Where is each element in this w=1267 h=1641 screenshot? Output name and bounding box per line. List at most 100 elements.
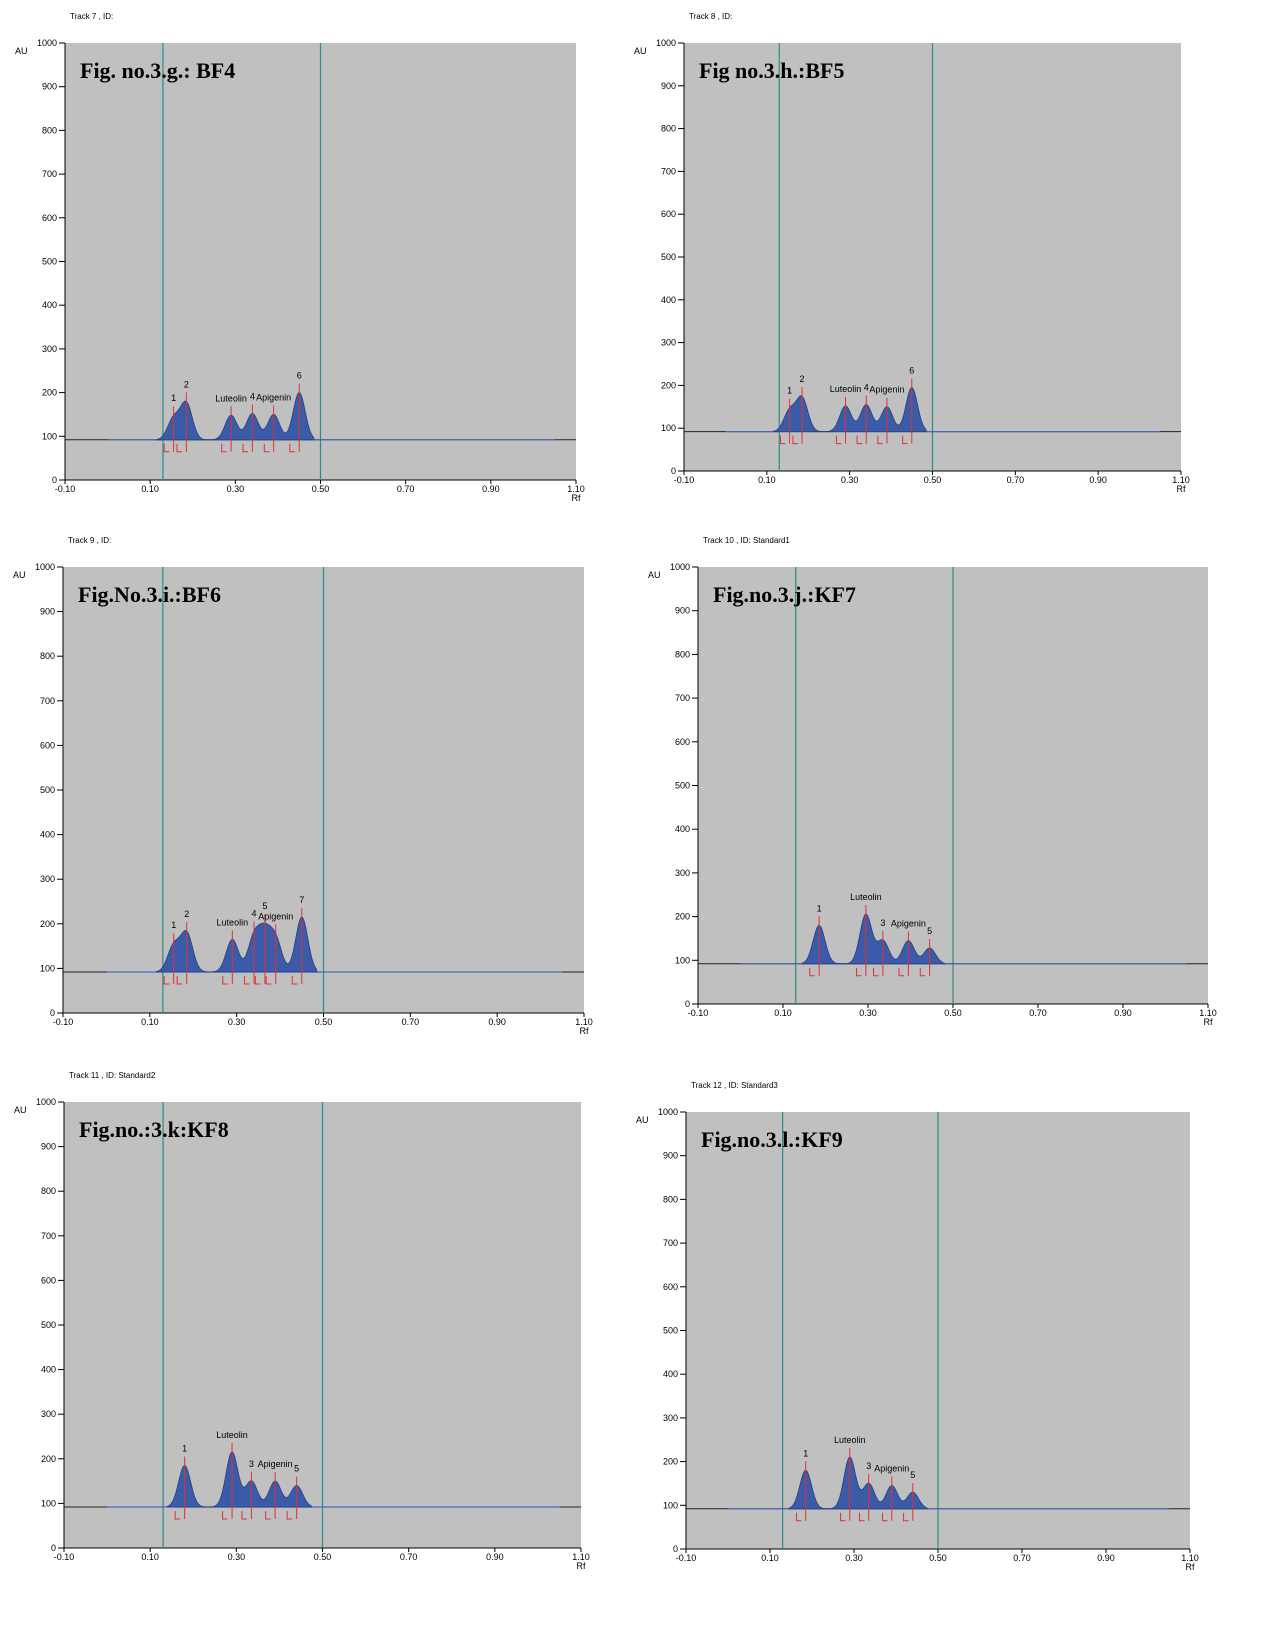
peak-label: 6 (909, 366, 914, 376)
figure-title: Fig.No.3.i.:BF6 (78, 582, 221, 607)
peak-label: Apigenin (874, 1464, 909, 1474)
y-tick-label: 800 (40, 651, 55, 661)
integration-bracket (856, 435, 863, 445)
integration-bracket (877, 435, 883, 445)
chromatogram-panel-bf6: Track 9 , ID: AU 0 100 200 300 400 500 600 700 800… (0, 527, 600, 1047)
y-tick-label: 400 (42, 300, 57, 310)
peak-label: 4 (864, 383, 869, 393)
integration-bracket (873, 967, 879, 977)
integration-bracket (919, 967, 926, 977)
y-tick-label: 200 (40, 919, 55, 929)
peak-label: 5 (927, 926, 932, 936)
x-axis-label: Rf (577, 1561, 586, 1571)
y-tick-label: 100 (675, 955, 690, 965)
peak-label: Luteolin (215, 393, 247, 403)
y-axis-label: AU (648, 570, 661, 580)
x-tick-label: -0.10 (674, 475, 695, 485)
y-tick-label: 100 (661, 423, 676, 433)
integration-bracket (903, 1512, 909, 1522)
y-tick-label: 100 (663, 1500, 678, 1510)
integration-bracket (222, 1510, 228, 1520)
y-tick-label: 0 (51, 1543, 56, 1553)
y-tick-label: 300 (42, 344, 57, 354)
y-tick-label: 500 (675, 781, 690, 791)
x-tick-label: -0.10 (54, 1552, 75, 1562)
y-tick-label: 1000 (36, 1097, 56, 1107)
chromatogram-svg: Track 9 , ID: AU 0 100 200 300 400 500 600 700 800… (13, 536, 593, 1036)
y-axis-label: AU (636, 1115, 649, 1125)
y-tick-label: 700 (675, 693, 690, 703)
peak-label: Apigenin (258, 911, 293, 921)
x-tick-label: 0.70 (400, 1552, 418, 1562)
y-tick-label: 700 (40, 696, 55, 706)
peak-label: Luteolin (217, 917, 249, 927)
integration-bracket (286, 1510, 293, 1520)
x-tick-label: 0.30 (228, 1017, 246, 1027)
x-tick-label: 0.70 (397, 484, 415, 494)
y-tick-label: 100 (40, 963, 55, 973)
chromatogram-panel-bf4: Track 7 , ID: AU 0 100 200 300 400 500 600 700 800… (0, 0, 600, 520)
y-tick-label: 1000 (658, 1107, 678, 1117)
y-tick-label: 900 (675, 606, 690, 616)
y-tick-label: 800 (661, 124, 676, 134)
x-tick-label: 0.50 (315, 1017, 333, 1027)
y-tick-label: 0 (685, 999, 690, 1009)
x-tick-label: -0.10 (55, 484, 76, 494)
integration-bracket (289, 443, 295, 453)
track-label: Track 7 , ID: (70, 12, 113, 21)
figure-title: Fig no.3.h.:BF5 (699, 58, 844, 83)
peak-label: 3 (866, 1461, 871, 1471)
peak-label: 1 (803, 1448, 808, 1458)
peak-area (167, 1451, 313, 1508)
figure-title: Fig. no.3.g.: BF4 (80, 58, 235, 83)
x-tick-label: 1.10 (572, 1552, 590, 1562)
x-tick-label: 0.50 (924, 475, 942, 485)
peak-label: 4 (252, 909, 257, 919)
peak-label: 5 (262, 901, 267, 911)
peak-label: 2 (184, 379, 189, 389)
x-tick-label: 0.30 (841, 475, 859, 485)
peak-area (772, 387, 927, 433)
peak-label: Luteolin (834, 1435, 866, 1445)
chromatogram-panel-kf8: Track 11 , ID: Standard2 AU 0 100 200 300 400 5… (0, 1060, 600, 1620)
y-tick-label: 300 (40, 874, 55, 884)
x-tick-label: 0.10 (774, 1008, 792, 1018)
x-axis-label: Rf (1204, 1017, 1213, 1027)
y-axis-label: AU (15, 46, 28, 56)
x-tick-label: -0.10 (676, 1553, 697, 1563)
chromatogram-svg: Track 8 , ID: AU 0 100 200 300 400 500 600 700 800… (634, 12, 1190, 494)
peak-label: Apigenin (891, 919, 926, 929)
x-tick-label: 0.90 (1114, 1008, 1132, 1018)
x-tick-label: 0.50 (929, 1553, 947, 1563)
x-tick-label: 0.10 (758, 475, 776, 485)
x-tick-label: 0.10 (141, 484, 159, 494)
x-tick-label: -0.10 (53, 1017, 74, 1027)
y-tick-label: 100 (41, 1498, 56, 1508)
x-tick-label: 0.30 (859, 1008, 877, 1018)
y-tick-label: 800 (675, 649, 690, 659)
chromatogram-panel-kf9: Track 12 , ID: Standard3 AU 0 100 200 300 400 5… (630, 1060, 1230, 1620)
peak-label: 1 (182, 1443, 187, 1453)
y-tick-label: 1000 (656, 38, 676, 48)
peak-area (156, 392, 315, 441)
peak-label: Apigenin (258, 1459, 293, 1469)
integration-bracket (291, 975, 298, 985)
figure-title: Fig.no.:3.k:KF8 (79, 1117, 229, 1142)
x-tick-label: 0.70 (1007, 475, 1025, 485)
x-tick-label: 0.70 (1013, 1553, 1031, 1563)
x-tick-label: 0.90 (488, 1017, 506, 1027)
peak-label: 5 (294, 1464, 299, 1474)
integration-bracket (243, 975, 250, 985)
x-tick-label: 0.30 (845, 1553, 863, 1563)
y-tick-label: 500 (42, 257, 57, 267)
x-tick-label: 0.70 (402, 1017, 420, 1027)
peak-label: Apigenin (869, 385, 904, 395)
y-tick-label: 100 (42, 431, 57, 441)
x-tick-label: 0.50 (312, 484, 330, 494)
integration-bracket (222, 975, 228, 985)
integration-bracket (882, 1512, 888, 1522)
peak-label: 7 (299, 895, 304, 905)
peak-area (788, 1456, 929, 1510)
y-tick-label: 900 (42, 82, 57, 92)
peak-label: 3 (880, 918, 885, 928)
